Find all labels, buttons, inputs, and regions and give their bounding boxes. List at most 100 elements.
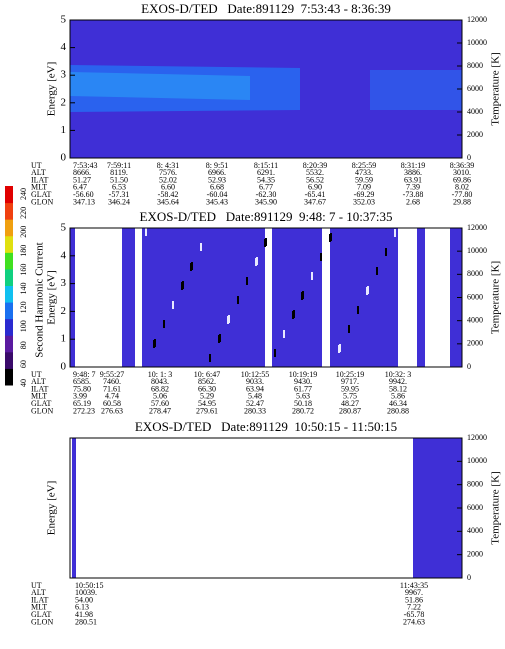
y2-tick-label: 12000 [467,15,487,24]
cell: 63.94 [246,384,264,393]
y2-tick-label: 6000 [467,292,483,301]
cell: 29.88 [453,197,471,206]
cell: 6291. [257,168,275,177]
cell: 278.47 [149,406,171,415]
y2-tick-label: 8000 [467,479,483,488]
spectrogram-speck [163,320,165,328]
cell: 10: 1: 3 [148,370,172,379]
cell: 68.82 [151,384,169,393]
cell: 54.00 [75,595,93,604]
cell: 10:12:55 [241,370,269,379]
cell: 6.68 [210,183,224,192]
cell: -77.80 [452,190,473,199]
colorbar-segment [5,285,13,303]
cell: 352.03 [353,197,375,206]
spectrogram [72,438,76,578]
cell: -60.04 [207,190,228,199]
spectrogram-band [70,72,250,100]
y-tick-label: 4 [61,41,67,53]
y2-tick-label: 8000 [467,269,483,278]
cell: 280.72 [292,406,314,415]
colorbar-tick-label: 180 [19,245,28,257]
cell: 6966. [208,168,226,177]
spectrogram-speck [376,267,378,275]
data-gap [398,228,417,367]
row-label: GLON [31,617,53,626]
cell: 6.90 [308,183,322,192]
row-label: MLT [31,392,47,401]
colorbar-tick-label: 80 [19,341,28,349]
cell: 75.80 [73,384,91,393]
cell: 7:53:43 [73,161,97,170]
row-label: GLON [31,406,53,415]
row-label: GLAT [31,610,52,619]
cell: 71.61 [103,384,121,393]
spectrogram-speck [292,311,294,319]
cell: 5.29 [200,392,214,401]
y2-tick-label: 6000 [467,84,483,93]
y-tick-label: 1 [61,124,67,136]
row-label: MLT [31,183,47,192]
spectrogram-speck [255,258,257,266]
cell: 7.09 [357,183,371,192]
colorbar-segment [5,268,13,286]
colorbar-segment [5,335,13,353]
cell: 347.13 [73,197,95,206]
colorbar-segment [5,219,13,237]
cell: 272.23 [73,406,95,415]
colorbar-segment [5,186,13,204]
spectrogram [413,438,462,578]
cell: -57.31 [109,190,130,199]
row-label: ALT [31,168,46,177]
spectrogram-speck [385,248,387,256]
cell: 2.68 [406,197,420,206]
cell: 54.35 [257,175,275,184]
cell: 5.06 [153,392,167,401]
row-label: ALT [31,377,46,386]
y2-tick-label: 6000 [467,503,483,512]
y-tick-label: 2 [61,305,67,317]
cell: 3010. [453,168,471,177]
row-label: UT [31,370,42,379]
y2-axis-label: Temperature [K] [490,471,502,544]
y-tick-label: 0 [61,361,67,373]
y-tick-label: 3 [61,277,67,289]
spectrogram-speck [338,345,340,353]
cell: 51.86 [405,595,423,604]
colorbar-tick-label: 160 [19,264,28,276]
spectrogram-band [370,70,462,110]
spectrogram-speck [320,253,322,261]
y-axis-label: Energy [eV] [46,62,58,116]
colorbar-tick-label: 140 [19,283,28,295]
y2-tick-label: 12000 [467,223,487,232]
y-tick-label: 3 [61,69,67,81]
y2-tick-label: 10000 [467,38,487,47]
cell: 10:32: 3 [385,370,411,379]
cell: 59.59 [355,175,373,184]
cell: 48.27 [341,399,359,408]
colorbar-tick-label: 200 [19,226,28,238]
cell: 5.75 [343,392,357,401]
row-label: ILAT [31,595,48,604]
colorbar-tick-label: 60 [19,360,28,368]
cell: 9717. [341,377,359,386]
colorbar-segment [5,368,13,386]
y-tick-label: 2 [61,96,67,108]
cell: 8.02 [455,183,469,192]
colorbar-tick-label: 220 [19,207,28,219]
cell: 274.63 [403,617,425,626]
cell: -69.29 [354,190,375,199]
colorbar-segment [5,252,13,270]
spectrogram-speck [145,228,147,236]
spectrogram-speck [264,239,266,247]
cell: 3.99 [73,392,87,401]
spectrogram-speck [200,243,202,251]
cell: -58.42 [158,190,179,199]
cell: 5532. [306,168,324,177]
cell: 5.48 [248,392,262,401]
row-label: UT [31,581,42,590]
cell: 52.93 [208,175,226,184]
row-label: UT [31,161,42,170]
cell: 8: 9:51 [206,161,228,170]
cell: 8043. [151,377,169,386]
